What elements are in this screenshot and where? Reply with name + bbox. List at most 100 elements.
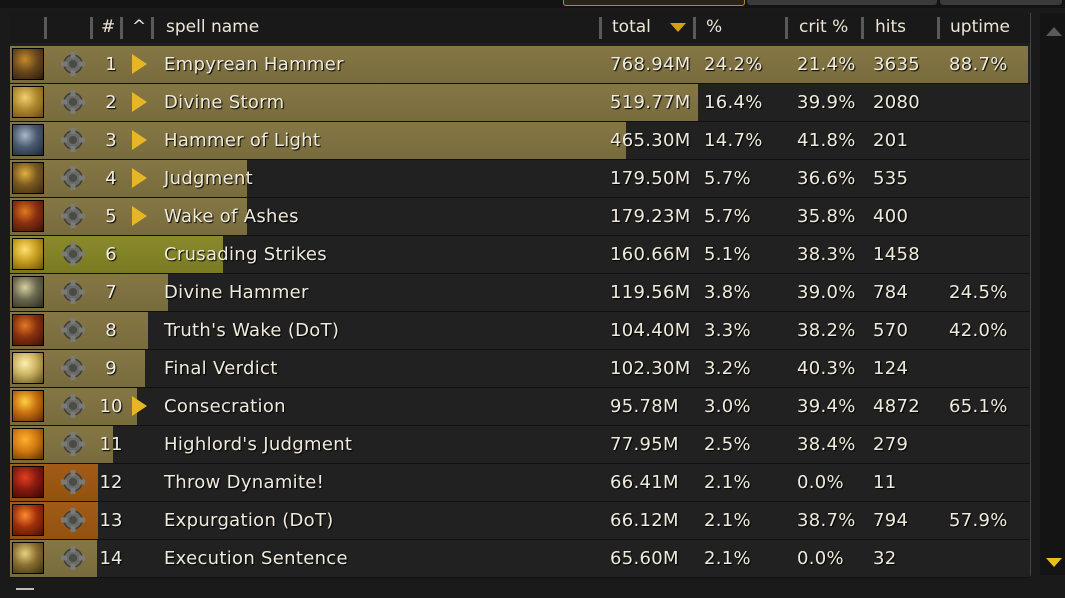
gear-icon[interactable] <box>60 279 86 305</box>
sort-descending-icon[interactable] <box>670 23 686 32</box>
rank-number: 8 <box>105 320 117 341</box>
expand-arrow-icon[interactable] <box>132 54 147 74</box>
expand-arrow-icon[interactable] <box>132 130 147 150</box>
column-separator[interactable] <box>120 17 123 39</box>
spell-name: Hammer of Light <box>164 130 321 151</box>
column-separator[interactable] <box>151 17 154 39</box>
crit-percent: 39.9% <box>797 92 856 113</box>
crit-percent: 38.7% <box>797 510 856 531</box>
gear-icon[interactable] <box>60 545 86 571</box>
gear-icon[interactable] <box>60 165 86 191</box>
gear-icon[interactable] <box>60 317 86 343</box>
table-row[interactable]: 13 Expurgation (DoT) 66.12M 2.1% 38.7% 794 57.… <box>10 502 1030 540</box>
column-separator[interactable] <box>861 17 864 39</box>
header-crit[interactable]: crit % <box>799 17 849 37</box>
table-row[interactable]: 6 Crusading Strikes 160.66M 5.1% 38.3% 1458 <box>10 236 1030 274</box>
damage-share-bar <box>10 46 1028 83</box>
header-percent[interactable]: % <box>706 17 723 37</box>
hit-count: 11 <box>873 472 897 493</box>
gear-icon[interactable] <box>60 51 86 77</box>
hit-count: 570 <box>873 320 909 341</box>
divine-hammer-icon <box>12 276 44 308</box>
expand-arrow-icon[interactable] <box>132 168 147 188</box>
table-row[interactable]: 8 Truth's Wake (DoT) 104.40M 3.3% 38.2% 570 42… <box>10 312 1030 350</box>
ashes-flame-icon <box>12 314 44 346</box>
column-separator[interactable] <box>785 17 788 39</box>
crit-percent: 41.8% <box>797 130 856 151</box>
spell-name: Judgment <box>164 168 254 189</box>
scroll-up-icon[interactable] <box>1046 27 1062 36</box>
ashes-flame-icon <box>12 200 44 232</box>
scroll-down-icon[interactable] <box>1046 558 1062 567</box>
scrollbar[interactable] <box>1040 13 1065 575</box>
total-damage: 160.66M <box>610 244 691 265</box>
header-total[interactable]: total <box>612 17 651 37</box>
column-separator[interactable] <box>90 17 93 39</box>
rank-number: 3 <box>105 130 117 151</box>
tab-damage-active[interactable] <box>563 0 745 6</box>
tab-tertiary[interactable] <box>940 0 1062 5</box>
rank-number: 5 <box>105 206 117 227</box>
hit-count: 535 <box>873 168 909 189</box>
header-spell-name[interactable]: spell name <box>166 17 260 37</box>
table-row[interactable]: 3 Hammer of Light 465.30M 14.7% 41.8% 201 <box>10 122 1030 160</box>
total-damage: 102.30M <box>610 358 691 379</box>
total-damage: 179.50M <box>610 168 691 189</box>
header-rank[interactable]: # <box>101 17 116 37</box>
hit-count: 32 <box>873 548 897 569</box>
gear-icon[interactable] <box>60 507 86 533</box>
gear-icon[interactable] <box>60 241 86 267</box>
table-row[interactable]: 12 Throw Dynamite! 66.41M 2.1% 0.0% 11 <box>10 464 1030 502</box>
dynamite-icon <box>12 466 44 498</box>
rank-number: 11 <box>99 434 123 455</box>
damage-percent: 16.4% <box>704 92 763 113</box>
uptime-percent: 57.9% <box>949 510 1008 531</box>
total-damage: 119.56M <box>610 282 691 303</box>
header-hits[interactable]: hits <box>875 17 907 37</box>
table-row[interactable]: 5 Wake of Ashes 179.23M 5.7% 35.8% 400 <box>10 198 1030 236</box>
column-separator[interactable] <box>599 17 602 39</box>
header-uptime[interactable]: uptime <box>950 17 1010 37</box>
expand-arrow-icon[interactable] <box>132 396 147 416</box>
rank-number: 6 <box>105 244 117 265</box>
table-row[interactable]: 9 Final Verdict 102.30M 3.2% 40.3% 124 <box>10 350 1030 388</box>
table-row[interactable]: 11 Highlord's Judgment 77.95M 2.5% 38.4% 279 <box>10 426 1030 464</box>
table-row[interactable]: 2 Divine Storm 519.77M 16.4% 39.9% 2080 <box>10 84 1030 122</box>
hit-count: 3635 <box>873 54 921 75</box>
gear-icon[interactable] <box>60 355 86 381</box>
total-damage: 179.23M <box>610 206 691 227</box>
damage-share-bar <box>10 84 698 121</box>
spell-name: Truth's Wake (DoT) <box>164 320 340 341</box>
hit-count: 794 <box>873 510 909 531</box>
expand-arrow-icon[interactable] <box>132 92 147 112</box>
hit-count: 124 <box>873 358 909 379</box>
tab-secondary[interactable] <box>747 0 937 5</box>
table-row[interactable]: 1 Empyrean Hammer 768.94M 24.2% 21.4% 3635 88.… <box>10 46 1030 84</box>
damage-percent: 5.7% <box>704 168 751 189</box>
damage-percent: 3.8% <box>704 282 751 303</box>
gear-icon[interactable] <box>60 203 86 229</box>
gear-icon[interactable] <box>60 89 86 115</box>
table-row[interactable]: 14 Execution Sentence 65.60M 2.1% 0.0% 32 <box>10 540 1030 578</box>
expand-arrow-icon[interactable] <box>132 206 147 226</box>
table-row[interactable]: 7 Divine Hammer 119.56M 3.8% 39.0% 784 24.5% <box>10 274 1030 312</box>
table-row[interactable]: 4 Judgment 179.50M 5.7% 36.6% 535 <box>10 160 1030 198</box>
header-caret[interactable]: ^ <box>132 17 147 37</box>
gear-icon[interactable] <box>60 469 86 495</box>
column-separator[interactable] <box>693 17 696 39</box>
damage-percent: 2.1% <box>704 548 751 569</box>
column-separator[interactable] <box>937 17 940 39</box>
total-damage: 66.12M <box>610 510 679 531</box>
gear-icon[interactable] <box>60 431 86 457</box>
damage-percent: 3.0% <box>704 396 751 417</box>
gear-icon[interactable] <box>60 393 86 419</box>
table-row[interactable]: 10 Consecration 95.78M 3.0% 39.4% 4872 65.1% <box>10 388 1030 426</box>
gear-icon[interactable] <box>60 127 86 153</box>
hit-count: 4872 <box>873 396 921 417</box>
hit-count: 784 <box>873 282 909 303</box>
rank-number: 10 <box>99 396 123 417</box>
spell-name: Consecration <box>164 396 286 417</box>
spell-name: Expurgation (DoT) <box>164 510 334 531</box>
column-separator[interactable] <box>44 17 47 39</box>
rank-number: 12 <box>99 472 123 493</box>
